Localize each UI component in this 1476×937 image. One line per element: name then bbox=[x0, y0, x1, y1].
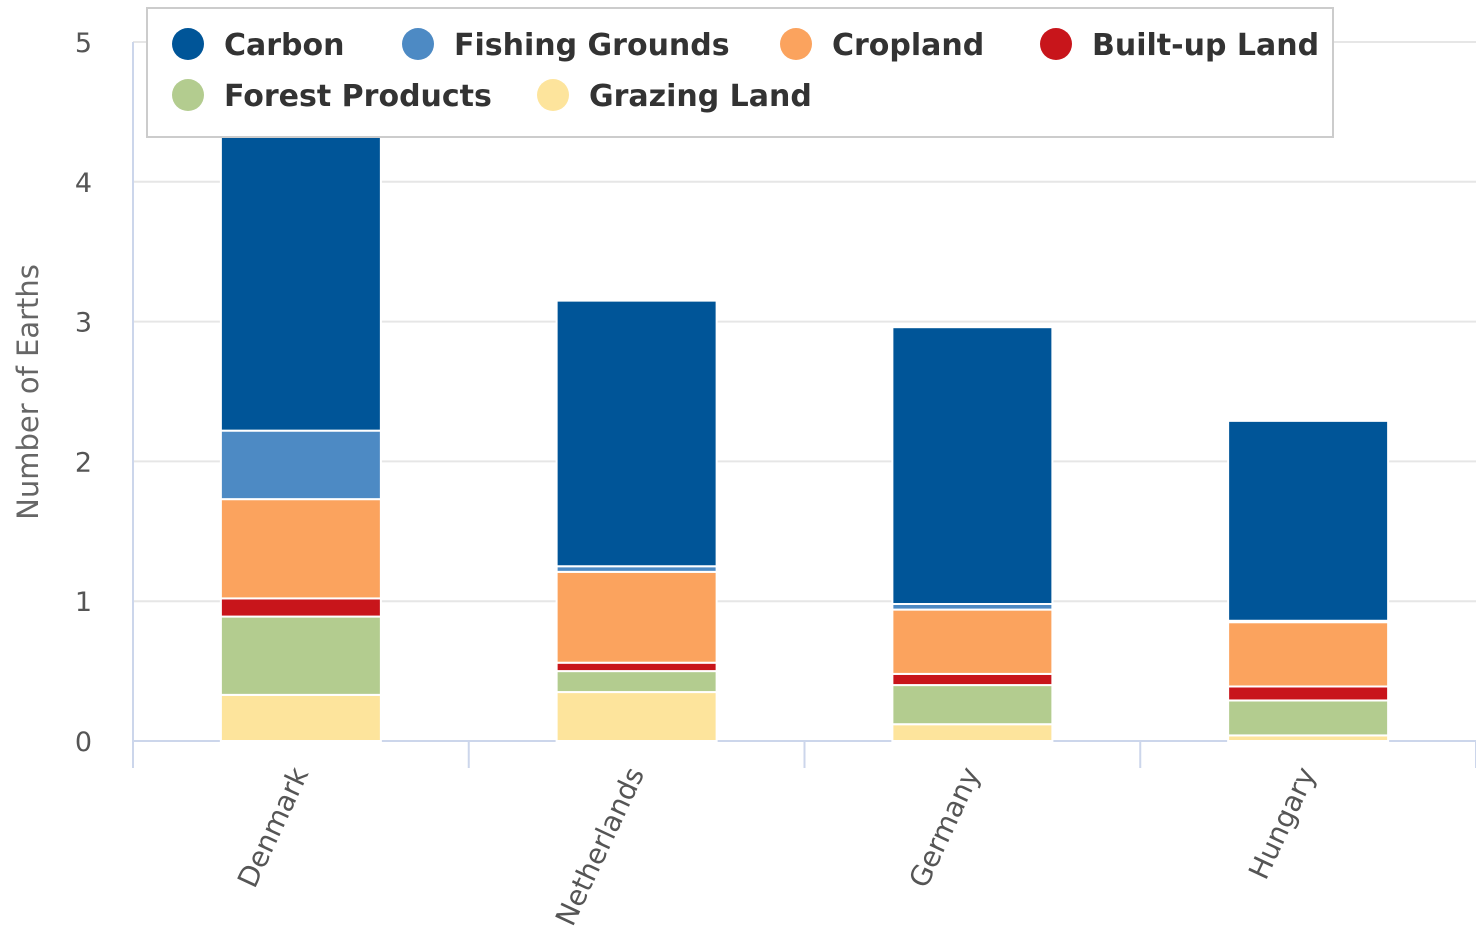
bar-segment-built-up-land[interactable] bbox=[891, 672, 1054, 687]
bar-segment-cropland[interactable] bbox=[1227, 621, 1390, 688]
legend-marker bbox=[172, 28, 204, 60]
bar-segment-built-up-land[interactable] bbox=[1227, 685, 1390, 702]
y-tick-label: 0 bbox=[75, 727, 92, 758]
bar-segment-fishing-grounds[interactable] bbox=[219, 429, 382, 501]
legend-label[interactable]: Carbon bbox=[224, 28, 345, 63]
bar-segment-forest-products[interactable] bbox=[219, 615, 382, 696]
bar-segment-carbon[interactable] bbox=[891, 326, 1054, 605]
y-tick-label: 1 bbox=[75, 587, 92, 618]
y-tick-labels: 0 1 2 3 4 5 bbox=[75, 28, 92, 758]
x-tick-label: Hungary bbox=[1242, 762, 1322, 884]
legend-label[interactable]: Forest Products bbox=[224, 79, 492, 114]
bar-segment-cropland[interactable] bbox=[219, 498, 382, 600]
x-tick-labels: Denmark Netherlands Germany Hungary bbox=[231, 761, 1323, 930]
bar-segment-forest-products[interactable] bbox=[891, 684, 1054, 726]
y-tick-label: 3 bbox=[75, 308, 92, 339]
y-tick-label: 5 bbox=[75, 28, 92, 59]
legend-marker bbox=[172, 79, 204, 111]
bar-segment-forest-products[interactable] bbox=[555, 670, 718, 694]
bar-segment-carbon[interactable] bbox=[1227, 419, 1390, 622]
legend-label[interactable]: Fishing Grounds bbox=[454, 28, 730, 63]
y-tick-label: 4 bbox=[75, 168, 92, 199]
bar-segment-grazing-land[interactable] bbox=[219, 693, 382, 743]
legend-label[interactable]: Built-up Land bbox=[1092, 28, 1319, 63]
legend-marker bbox=[537, 79, 569, 111]
legend-marker bbox=[1040, 28, 1072, 60]
bar-segment-carbon[interactable] bbox=[219, 130, 382, 432]
legend-marker bbox=[780, 28, 812, 60]
y-axis-title: Number of Earths bbox=[11, 264, 45, 520]
bars bbox=[219, 130, 1390, 743]
bar-segment-forest-products[interactable] bbox=[1227, 699, 1390, 737]
bar-segment-cropland[interactable] bbox=[891, 608, 1054, 675]
bar-segment-grazing-land[interactable] bbox=[891, 723, 1054, 742]
y-tick-label: 2 bbox=[75, 447, 92, 478]
bar-segment-built-up-land[interactable] bbox=[219, 597, 382, 618]
legend-label[interactable]: Grazing Land bbox=[589, 79, 812, 114]
legend: Carbon Fishing Grounds Cropland Built-up La… bbox=[146, 7, 1334, 138]
bar-segment-grazing-land[interactable] bbox=[555, 691, 718, 743]
legend-label[interactable]: Cropland bbox=[832, 28, 984, 63]
x-tick-label: Germany bbox=[902, 762, 986, 893]
bar-segment-built-up-land[interactable] bbox=[555, 661, 718, 673]
x-tick-label: Netherlands bbox=[549, 762, 651, 931]
bar-segment-carbon[interactable] bbox=[555, 299, 718, 568]
legend-marker bbox=[402, 28, 434, 60]
bar-segment-cropland[interactable] bbox=[555, 570, 718, 664]
x-tick-label: Denmark bbox=[231, 761, 316, 892]
